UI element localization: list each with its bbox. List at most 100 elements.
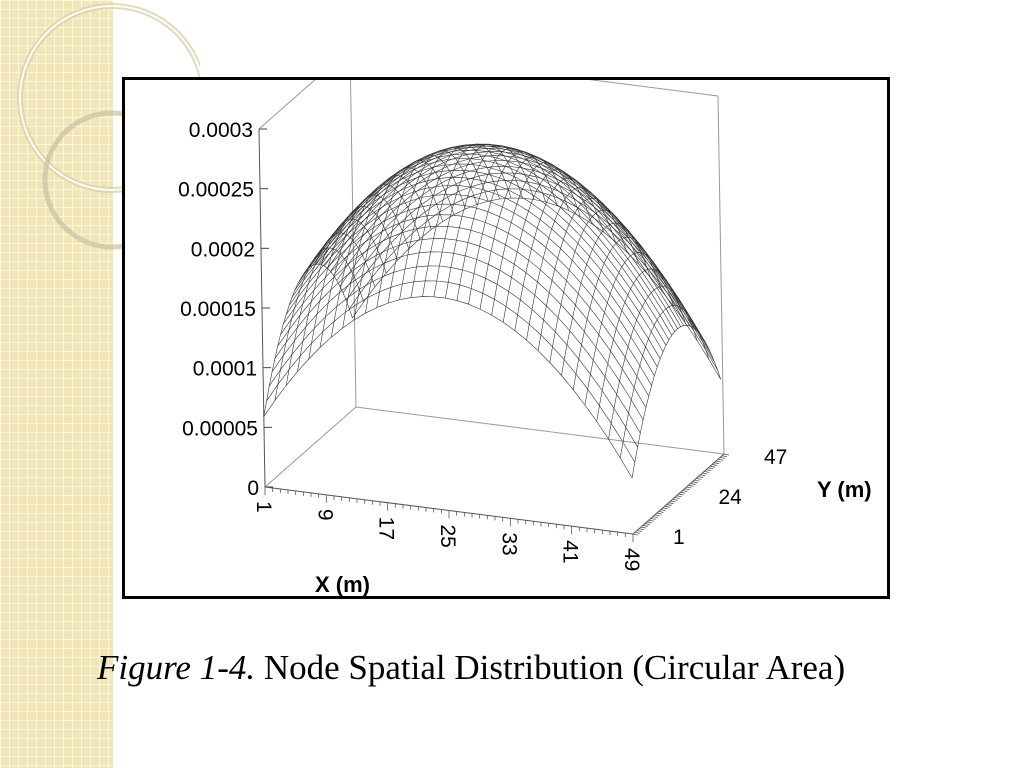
caption-text: Node Spatial Distribution (Circular Area… [263,648,846,687]
mesh-line-y-23 [330,151,700,334]
y-tick-mark-26 [682,490,688,492]
mesh-line-y-17 [312,145,681,327]
mesh-line-y-16 [309,147,678,329]
mesh-line-y-4 [274,238,644,421]
y-tick-mark-14 [658,510,664,513]
y-axis-title: Y (m) [817,477,872,502]
mesh-line-x-27 [572,236,663,390]
mesh-line-y-18 [315,143,684,326]
x-tick-label-4: 33 [497,532,520,555]
caption-label: Figure 1-4. [97,648,256,687]
y-tick-mark-2 [634,531,641,534]
y-tick-mark-28 [686,486,692,489]
figure-caption: Figure 1-4. Node Spatial Distribution (C… [97,648,845,688]
y-tick-mark-24 [678,493,684,496]
box-edge-back-vertical [350,80,357,408]
box-edge-back-floor [355,406,725,455]
surface-plot: 0 0.00005 0.0001 0.00015 0.0002 0.00025 0.0003… [178,80,872,596]
y-tick-mark-35 [700,474,706,477]
y-tick-mark-37 [704,470,710,473]
mesh-line-y-20 [321,144,690,327]
y-tick-mark-30 [690,483,696,485]
y-tick-mark-11 [652,516,658,519]
axis-ticks [259,128,730,542]
y-tick-mark-43 [716,460,722,463]
mesh-line-y-24 [333,155,703,338]
y-tick-mark-25 [680,491,686,494]
y-tick-mark-3 [636,530,643,532]
plot-box [258,80,725,535]
y-tick-mark-18 [666,504,672,506]
y-tick-mark-9 [648,519,654,522]
y-tick-label-0: 1 [673,526,685,549]
y-tick-mark-22 [674,497,680,499]
y-tick-mark-29 [688,484,694,487]
mesh-line-y-27 [342,172,712,355]
mesh-line-y-10 [291,177,661,359]
y-tick-mark-33 [696,477,702,480]
y-tick-mark-21 [672,498,678,501]
y-tick-mark-36 [702,472,708,475]
y-tick-mark-23 [676,495,682,498]
box-edge-back-top [588,80,719,97]
axis-labels: 0 0.00005 0.0001 0.00015 0.0002 0.00025 0.0003… [178,119,872,596]
y-tick-mark-45 [719,457,726,459]
mesh-line-y-28 [345,180,715,362]
y-tick-label-1: 24 [719,486,743,509]
x-tick-label-1: 9 [313,509,336,521]
y-tick-mark-8 [646,521,652,524]
y-tick-mark-16 [662,507,668,510]
y-tick-mark-31 [692,481,698,484]
mesh-line-y-3 [271,251,641,434]
x-tick-label-6: 49 [620,548,643,571]
z-tick-label-0: 0 [247,477,259,500]
mesh-line-y-11 [294,169,664,352]
mesh-line-x-29 [596,268,686,422]
mesh-line-y-25 [336,160,706,342]
y-tick-label-2: 47 [764,446,787,469]
mesh-line-y-7 [283,203,652,386]
mesh-line-y-0 [263,296,633,479]
box-edge-right-back-vertical [717,95,725,455]
y-tick-mark-1 [632,533,639,536]
y-tick-mark-40 [710,465,716,468]
mesh-line-y-1 [266,280,636,463]
mesh-line-y-6 [280,214,650,397]
mesh-line-y-12 [297,163,667,346]
y-tick-mark-4 [638,528,645,531]
mesh-line-y-2 [269,265,638,448]
y-tick-mark-41 [712,464,718,466]
z-tick-label-3: 0.00015 [180,298,256,321]
y-tick-mark-5 [640,526,646,529]
decorative-grid-band [0,0,113,768]
x-tick-label-2: 17 [375,517,398,540]
y-tick-mark-39 [708,467,714,470]
x-axis-title: X (m) [315,572,370,596]
z-tick-label-4: 0.0002 [191,238,255,261]
y-tick-mark-12 [654,514,660,517]
mesh-line-x-0 [263,263,353,417]
box-edge-left-top [258,80,316,130]
z-tick-label-5: 0.00025 [178,179,254,202]
y-tick-mark-47 [723,453,730,456]
y-tick-mark-13 [656,512,662,515]
y-tick-mark-38 [706,469,712,472]
z-tick-label-1: 0.00005 [182,417,258,440]
y-tick-mark-32 [694,479,700,482]
x-tick-label-0: 1 [252,501,275,513]
mesh-line-y-8 [285,194,655,376]
mesh-line-y-29 [349,188,718,371]
y-tick-mark-20 [670,500,676,503]
y-tick-mark-19 [668,502,674,505]
y-tick-mark-6 [642,524,648,527]
y-tick-mark-34 [698,476,704,479]
mesh-line-x-16 [445,145,535,299]
y-tick-mark-10 [650,517,656,520]
y-tick-mark-44 [717,458,724,461]
figure-frame: 0 0.00005 0.0001 0.00015 0.0002 0.00025 0.0003… [122,77,890,599]
x-tick-label-3: 25 [436,525,459,548]
z-tick-label-2: 0.0001 [193,358,257,381]
y-tick-mark-27 [684,488,690,491]
mesh-line-x-20 [491,162,581,316]
mesh-line-y-5 [277,225,647,408]
